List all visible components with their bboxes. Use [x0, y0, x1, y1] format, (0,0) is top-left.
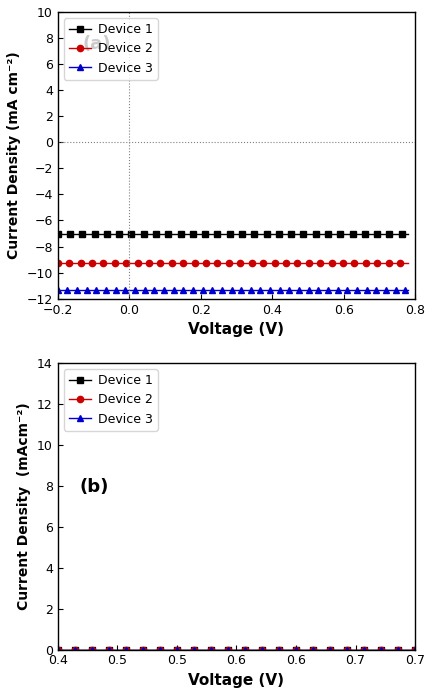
- Device 1: [55, 229, 60, 238]
- Device 2: [308, 259, 313, 268]
- Text: (a): (a): [83, 35, 111, 54]
- Device 2: [361, 646, 366, 654]
- Legend: Device 1, Device 2, Device 3: Device 1, Device 2, Device 3: [64, 18, 158, 80]
- Device 3: [419, 646, 424, 654]
- Text: (b): (b): [79, 478, 108, 496]
- Device 3: [361, 646, 366, 654]
- Line: Device 3: Device 3: [54, 286, 411, 293]
- Device 1: [277, 646, 283, 654]
- X-axis label: Voltage (V): Voltage (V): [188, 322, 284, 337]
- Device 1: [384, 646, 390, 654]
- Line: Device 1: Device 1: [54, 230, 411, 236]
- Device 2: [169, 259, 175, 268]
- Device 1: [276, 229, 281, 238]
- Device 3: [169, 286, 175, 294]
- Device 2: [384, 646, 390, 654]
- Device 3: [277, 646, 283, 654]
- Device 3: [270, 646, 275, 654]
- Device 3: [194, 286, 199, 294]
- Device 1: [55, 646, 60, 654]
- Device 1: [419, 646, 424, 654]
- Device 2: [194, 259, 199, 268]
- Device 1: [271, 646, 276, 654]
- Line: Device 2: Device 2: [54, 646, 424, 653]
- Device 3: [310, 286, 315, 294]
- Device 3: [405, 286, 410, 294]
- Device 3: [308, 286, 313, 294]
- Legend: Device 1, Device 2, Device 3: Device 1, Device 2, Device 3: [64, 369, 158, 431]
- Device 2: [56, 646, 61, 654]
- Device 3: [384, 646, 390, 654]
- Line: Device 1: Device 1: [54, 646, 424, 653]
- Device 2: [271, 646, 276, 654]
- Device 3: [271, 646, 276, 654]
- Device 1: [97, 229, 102, 238]
- Line: Device 2: Device 2: [54, 261, 411, 267]
- Device 1: [194, 229, 199, 238]
- Device 2: [55, 646, 60, 654]
- Device 1: [56, 646, 61, 654]
- Device 1: [308, 229, 313, 238]
- X-axis label: Voltage (V): Voltage (V): [188, 673, 284, 688]
- Device 2: [270, 646, 275, 654]
- Device 1: [361, 646, 366, 654]
- Device 2: [55, 259, 60, 268]
- Y-axis label: Current Density (mA cm⁻²): Current Density (mA cm⁻²): [7, 51, 21, 259]
- Device 3: [55, 286, 60, 294]
- Device 3: [56, 646, 61, 654]
- Device 3: [97, 286, 102, 294]
- Device 2: [419, 646, 424, 654]
- Device 3: [276, 286, 281, 294]
- Y-axis label: Current Density  (mAcm⁻²): Current Density (mAcm⁻²): [17, 402, 32, 610]
- Device 3: [55, 646, 60, 654]
- Device 2: [277, 646, 283, 654]
- Device 1: [270, 646, 275, 654]
- Device 1: [310, 229, 315, 238]
- Device 2: [97, 259, 102, 268]
- Device 2: [276, 259, 281, 268]
- Device 1: [405, 229, 410, 238]
- Line: Device 3: Device 3: [54, 646, 424, 653]
- Device 2: [310, 259, 315, 268]
- Device 1: [169, 229, 175, 238]
- Device 2: [405, 259, 410, 268]
